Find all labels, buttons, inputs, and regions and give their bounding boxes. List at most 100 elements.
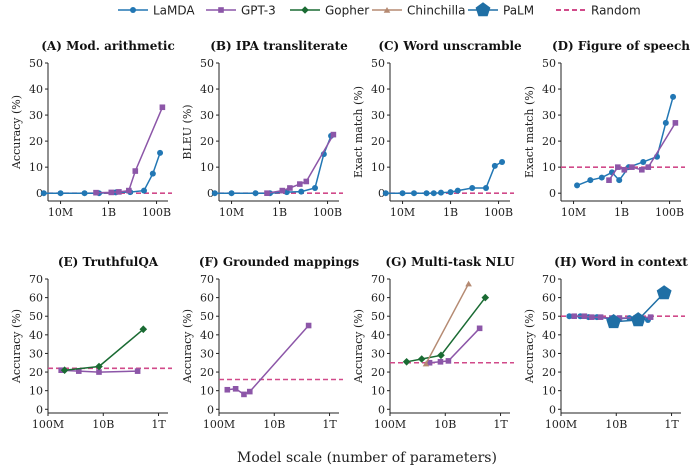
data-point-gpt-3 [645, 164, 652, 170]
data-point-chinchilla [422, 360, 430, 367]
data-point-lamda [40, 190, 47, 197]
data-point-gpt-3 [445, 358, 452, 364]
series-gpt-3-line [429, 327, 481, 364]
data-point-lamda [566, 313, 573, 320]
legend-item-chinchilla: Chinchilla [372, 4, 465, 18]
y-tick-label: 70 [371, 273, 385, 286]
y-tick-label: 50 [371, 57, 385, 70]
chart-panel-h-word-in-context: (H) Word in context 0 10 20 30 40 50 60 70 100M 10… [523, 255, 688, 431]
y-tick-label: 50 [200, 57, 214, 70]
chart-title: (H) Word in context [554, 255, 688, 269]
chart-panel-b-ipa-transliterate: (B) IPA transliterate 0 10 20 30 40 50 10M 1B 100… [181, 39, 348, 219]
legend-label: Random [591, 4, 641, 18]
y-tick-label: 20 [371, 366, 385, 379]
x-tick-label: 1T [322, 418, 337, 431]
y-tick-label: 0 [378, 187, 385, 200]
data-point-gopher [437, 351, 445, 360]
x-tick-label: 1T [493, 418, 508, 431]
y-tick-label: 30 [542, 347, 556, 360]
data-point-gpt-3 [305, 322, 312, 329]
data-point-gpt-3 [426, 359, 433, 366]
data-point-gpt-3 [639, 166, 645, 173]
data-point-lamda [587, 177, 594, 184]
y-tick-label: 10 [29, 385, 43, 398]
chart-title: (F) Grounded mappings [199, 255, 360, 269]
y-axis-label: Exact match (%) [352, 86, 365, 178]
legend-label: Chinchilla [407, 4, 465, 18]
chart-panel-f-grounded-mappings: (F) Grounded mappings 0 10 20 30 40 50 60 70 100M… [181, 255, 359, 431]
y-tick-label: 0 [36, 187, 43, 200]
y-tick-label: 60 [200, 292, 214, 305]
series-lamda-line [214, 135, 332, 194]
series-chinchilla-line [425, 283, 470, 365]
data-point-lamda [312, 184, 318, 191]
y-tick-label: 60 [29, 292, 43, 305]
series-gpt-3-line [227, 325, 310, 396]
x-tick-label: 100B [655, 206, 684, 219]
legend-marker [383, 7, 391, 13]
y-tick-label: 10 [542, 161, 556, 174]
data-point-gpt-3 [232, 386, 239, 392]
x-tick-label: 1B [614, 206, 629, 219]
data-point-gpt-3 [132, 168, 139, 174]
y-axis-label: Accuracy (%) [181, 309, 194, 384]
legend-marker [218, 7, 224, 13]
legend-label: Gopher [325, 4, 369, 18]
legend-item-gpt-3: GPT-3 [206, 4, 276, 18]
chart-panel-e-truthfulqa: (E) TruthfulQA 0 10 20 30 40 50 60 70 100M 10B 1T Ac… [10, 255, 172, 431]
data-point-lamda [228, 190, 235, 197]
legend-item-lamda: LaMDA [118, 4, 195, 18]
data-point-gpt-3 [621, 166, 628, 173]
x-tick-label: 10M [390, 206, 415, 219]
y-axis-label: Accuracy (%) [10, 309, 23, 384]
y-tick-label: 30 [542, 109, 556, 122]
y-tick-label: 30 [200, 109, 214, 122]
x-tick-label: 10B [263, 418, 285, 431]
y-tick-label: 40 [29, 329, 43, 342]
y-tick-label: 50 [542, 57, 556, 70]
y-tick-label: 20 [542, 135, 556, 148]
y-tick-label: 0 [207, 187, 214, 200]
x-tick-label: 100M [374, 418, 406, 431]
data-point-gopher [481, 293, 490, 302]
data-point-gpt-3 [476, 325, 483, 332]
x-tick-label: 100B [484, 206, 513, 219]
data-point-gpt-3 [615, 164, 621, 170]
series-gopher-line [406, 297, 486, 363]
x-tick-label: 1B [272, 206, 287, 219]
y-tick-label: 40 [371, 83, 385, 96]
data-point-gpt-3 [108, 189, 115, 196]
y-tick-label: 10 [200, 161, 214, 174]
legend: LaMDA GPT-3 Gopher Chinchilla PaLM Random [118, 2, 641, 18]
data-point-lamda [662, 119, 669, 126]
data-point-lamda [157, 149, 164, 156]
data-point-gpt-3 [437, 359, 444, 365]
chart-title: (D) Figure of speech [552, 39, 690, 53]
y-tick-label: 50 [29, 57, 43, 70]
data-point-gpt-3 [241, 391, 247, 398]
y-tick-label: 50 [371, 310, 385, 323]
y-tick-label: 50 [29, 310, 43, 323]
data-point-gopher [139, 325, 148, 334]
legend-label: LaMDA [153, 4, 195, 18]
y-tick-label: 20 [200, 366, 214, 379]
y-tick-label: 60 [371, 292, 385, 305]
data-point-gpt-3 [297, 181, 303, 187]
data-point-gpt-3 [588, 314, 595, 320]
x-tick-label: 10M [219, 206, 244, 219]
chart-title: (A) Mod. arithmetic [41, 39, 175, 53]
chart-panel-d-figure-of-speech: (D) Figure of speech 0 10 20 30 40 50 10M 1B 100B… [523, 39, 690, 219]
y-tick-label: 20 [29, 366, 43, 379]
data-point-gpt-3 [279, 187, 286, 194]
x-tick-label: 1T [664, 418, 679, 431]
figure-xlabel: Model scale (number of parameters) [237, 450, 497, 466]
y-axis-label: Accuracy (%) [523, 309, 536, 384]
y-tick-label: 0 [36, 403, 43, 416]
data-point-lamda [141, 187, 147, 194]
y-tick-label: 30 [200, 347, 214, 360]
legend-marker [301, 6, 309, 14]
data-point-lamda [447, 189, 454, 196]
series-lamda-line [576, 96, 674, 187]
chart-panel-a-mod-arithmetic: (A) Mod. arithmetic 0 10 20 30 40 50 10M 1B 100B A… [10, 39, 175, 219]
series-gpt-3-line [61, 369, 138, 373]
